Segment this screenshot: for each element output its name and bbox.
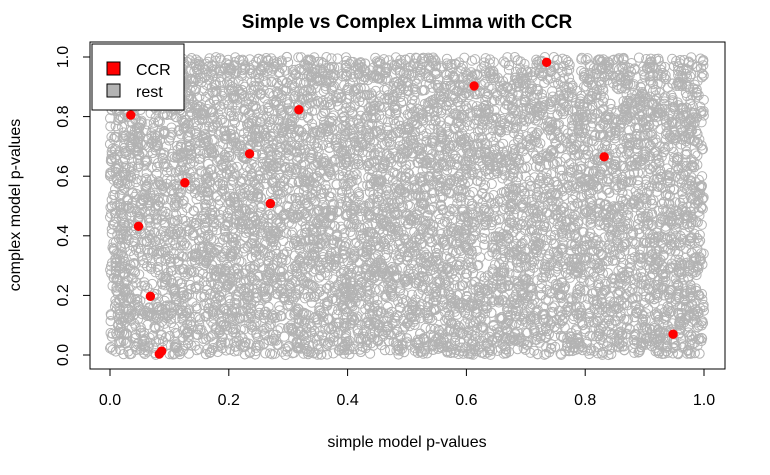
rest-point (167, 265, 178, 276)
rest-point (387, 199, 398, 210)
rest-point (546, 339, 557, 350)
rest-point (355, 271, 366, 282)
rest-point (517, 199, 529, 210)
rest-point (429, 193, 441, 204)
rest-point (383, 244, 394, 255)
rest-point (660, 129, 672, 140)
rest-point (128, 265, 140, 276)
rest-point (537, 301, 549, 312)
rest-point (539, 349, 550, 360)
rest-point (686, 334, 698, 345)
rest-point (469, 54, 481, 65)
rest-point (637, 313, 648, 324)
rest-point (632, 291, 643, 302)
rest-point (434, 213, 445, 225)
rest-point (687, 101, 699, 112)
rest-point (634, 192, 645, 203)
rest-point (479, 233, 490, 244)
rest-point (141, 168, 152, 179)
rest-point (581, 101, 593, 112)
rest-point (515, 311, 526, 322)
rest-point (616, 252, 627, 263)
rest-point (564, 64, 575, 75)
rest-point (512, 334, 523, 345)
rest-point (272, 325, 283, 336)
rest-point (585, 277, 596, 288)
rest-point (416, 53, 428, 65)
rest-point (147, 278, 158, 290)
rest-point (457, 60, 468, 71)
rest-point (417, 165, 428, 177)
rest-point (484, 54, 496, 65)
rest-point (480, 53, 491, 64)
rest-point (491, 166, 502, 177)
rest-point (550, 266, 561, 277)
rest-point (449, 274, 460, 285)
rest-point (520, 195, 531, 206)
rest-point (211, 225, 222, 236)
rest-point (364, 186, 375, 198)
rest-point (595, 90, 606, 101)
rest-point (191, 127, 202, 138)
rest-point (479, 60, 490, 72)
rest-point (204, 347, 215, 358)
rest-point (631, 237, 642, 248)
rest-point (224, 105, 235, 116)
chart-title: Simple vs Complex Limma with CCR (242, 12, 573, 33)
rest-point (282, 103, 293, 114)
rest-point (557, 277, 568, 289)
rest-point (420, 322, 431, 334)
rest-point (644, 120, 655, 131)
rest-point (610, 180, 621, 191)
rest-point (450, 303, 461, 314)
rest-point (459, 122, 470, 133)
rest-point (286, 177, 297, 188)
rest-point (237, 54, 248, 65)
rest-point (305, 291, 316, 302)
rest-point (459, 111, 470, 122)
rest-point (685, 71, 696, 82)
rest-point (633, 52, 645, 63)
rest-point (520, 65, 532, 76)
rest-point (620, 216, 631, 227)
rest-point (387, 240, 398, 251)
rest-point (553, 78, 564, 90)
rest-point (488, 125, 499, 136)
rest-point (406, 99, 417, 110)
rest-point (375, 102, 386, 113)
rest-point (558, 190, 569, 201)
rest-point (306, 149, 317, 161)
rest-point (675, 170, 687, 181)
rest-point (221, 345, 232, 356)
rest-point (441, 53, 453, 65)
rest-point (516, 97, 527, 108)
rest-point (370, 235, 381, 246)
rest-point (107, 344, 118, 355)
rest-point (193, 76, 204, 87)
rest-point (191, 283, 202, 294)
rest-point (214, 53, 226, 64)
rest-point (283, 183, 294, 194)
rest-point (148, 117, 159, 128)
rest-point (552, 109, 563, 120)
rest-point (251, 56, 262, 67)
rest-point (616, 300, 627, 311)
rest-point (541, 348, 552, 359)
rest-point (535, 324, 546, 335)
rest-point (262, 103, 273, 114)
rest-point (345, 226, 356, 237)
rest-point (265, 348, 276, 359)
rest-point (661, 117, 672, 128)
rest-point (240, 274, 251, 286)
rest-point-cloud (104, 51, 710, 361)
rest-point (621, 149, 632, 160)
